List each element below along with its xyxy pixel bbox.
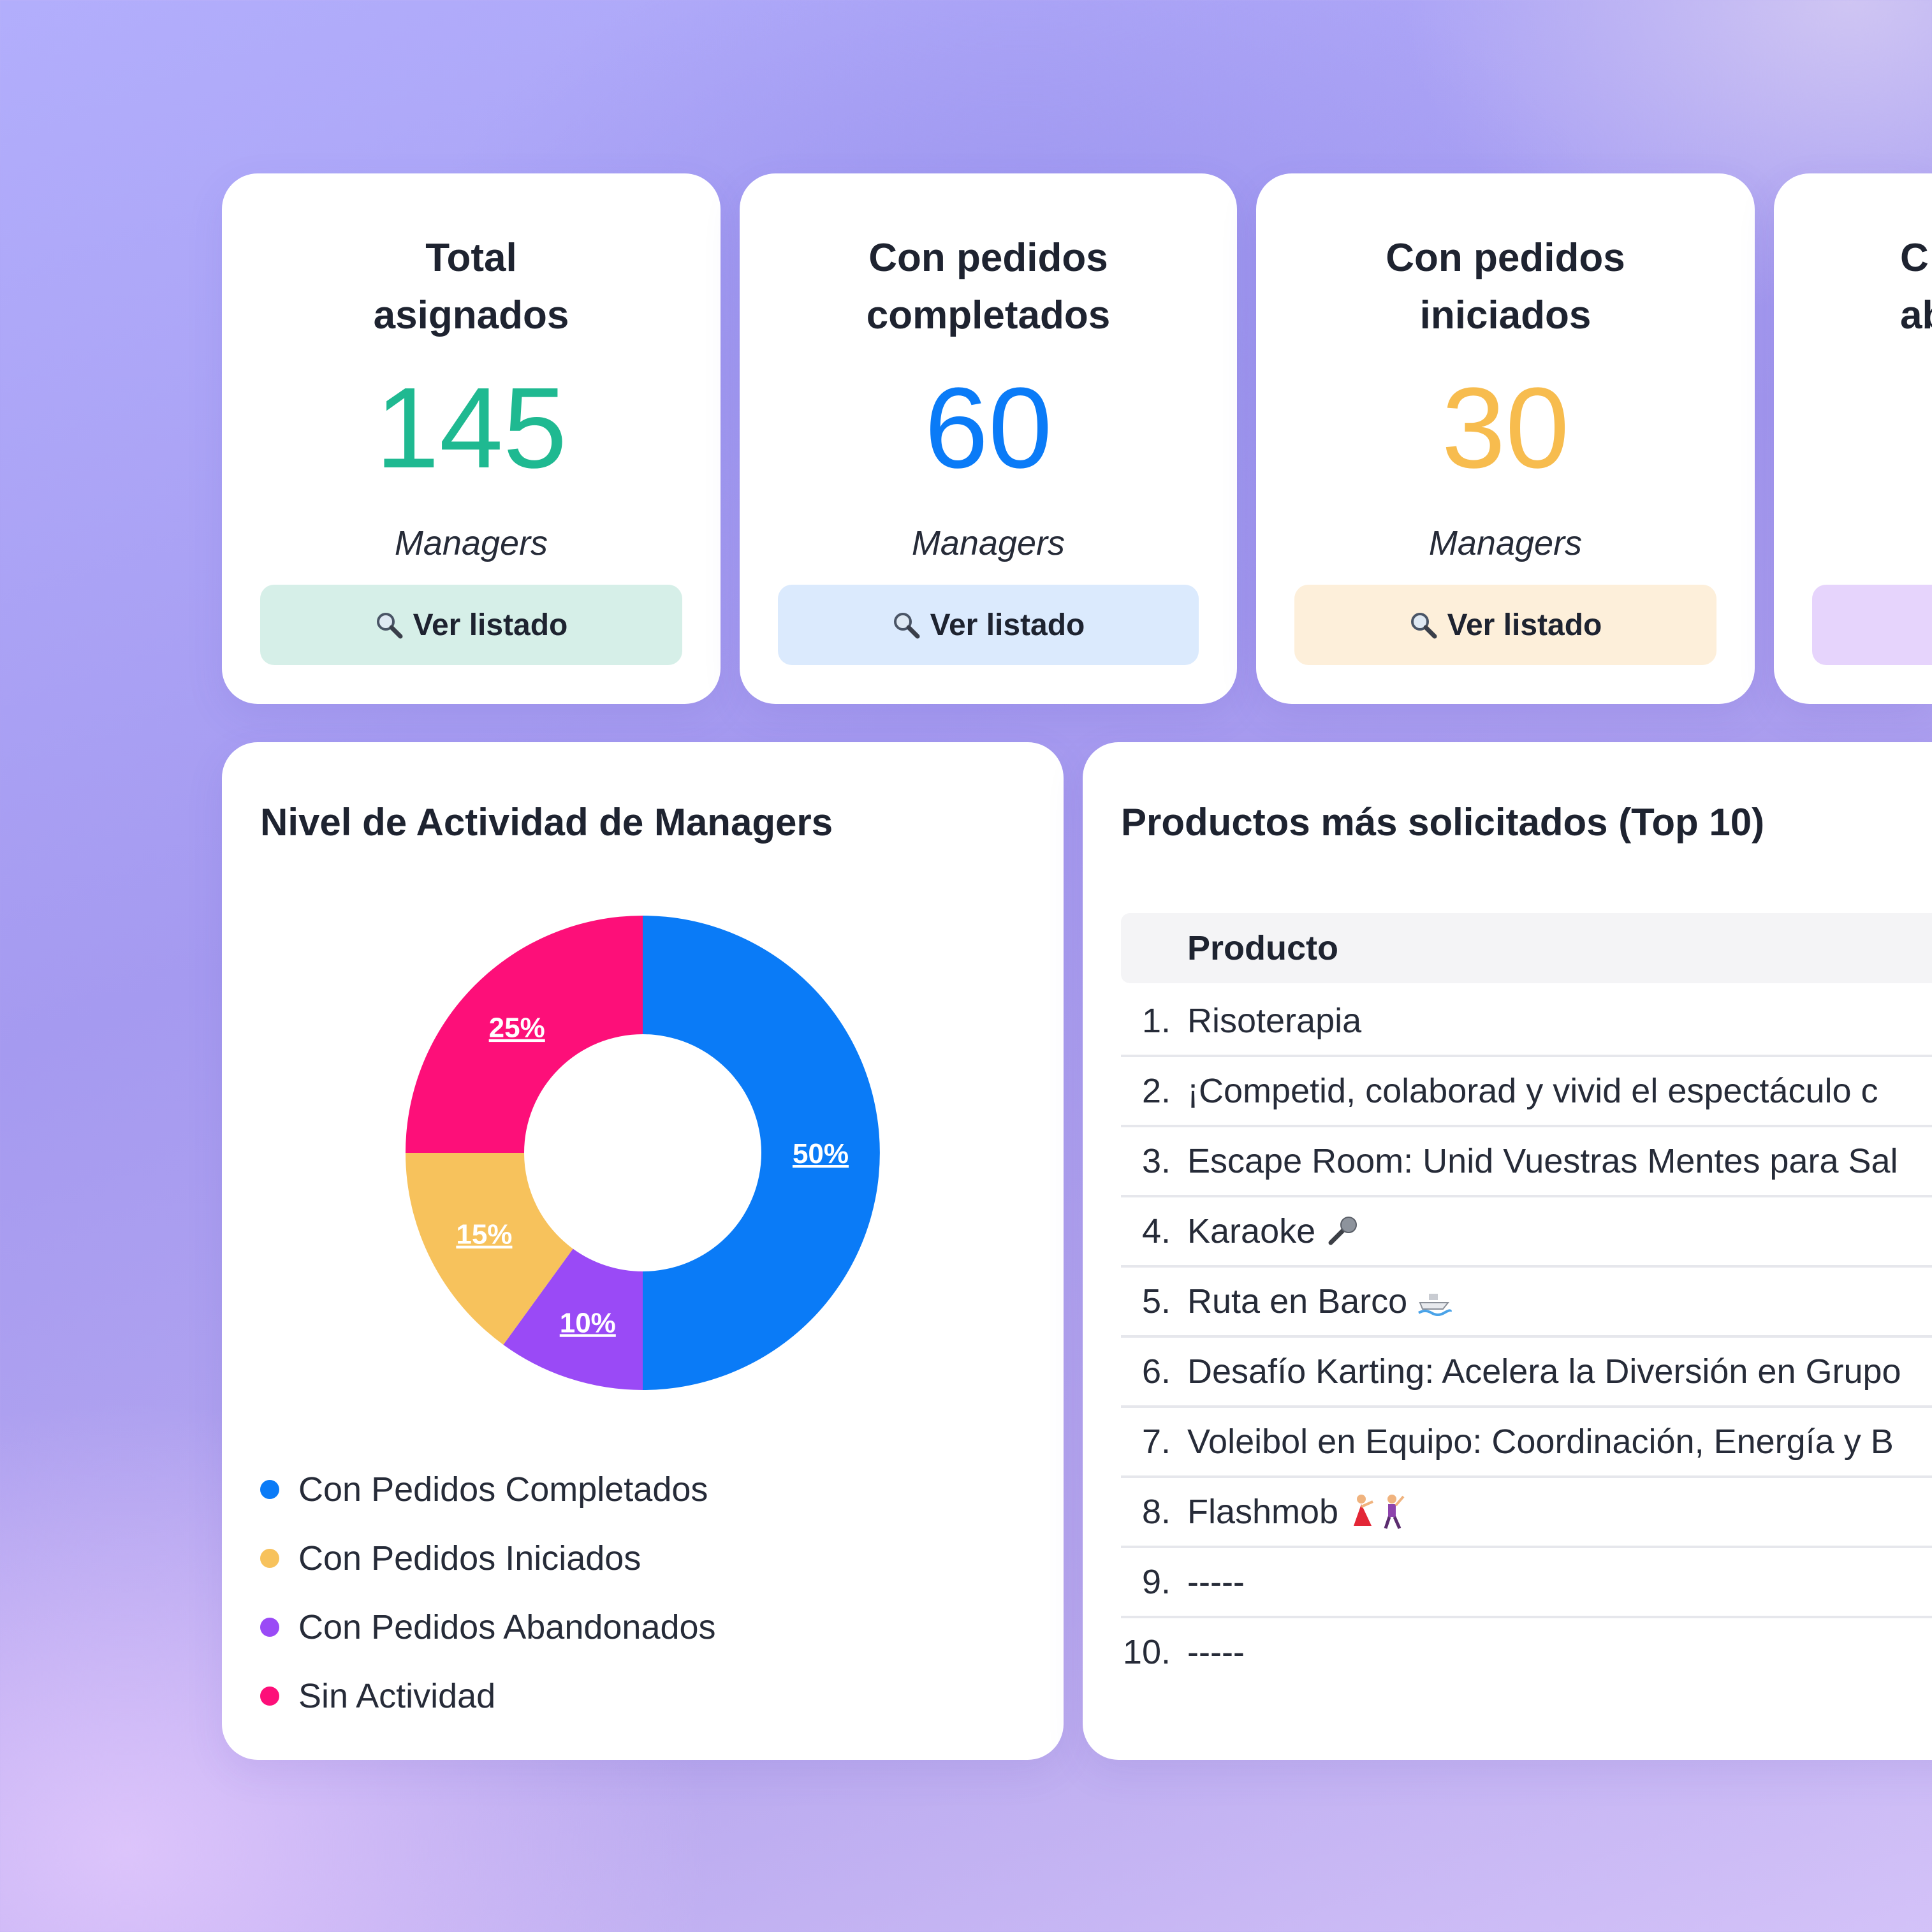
- donut-slice-sin-actividad[interactable]: [406, 916, 643, 1153]
- table-row[interactable]: 6. Desafío Karting: Acelera la Diversión…: [1121, 1338, 1932, 1408]
- donut-slice-con-pedidos-abandonados[interactable]: [503, 1248, 643, 1390]
- legend-dot: [260, 1549, 279, 1568]
- row-number: 6.: [1141, 1352, 1171, 1391]
- table-row[interactable]: 9. -----: [1121, 1548, 1932, 1618]
- row-product: Desafío Karting: Acelera la Diversión en…: [1187, 1352, 1901, 1391]
- button-label: Ver listado: [930, 608, 1085, 642]
- products-table: Producto 1. Risoterapia 2. ¡Competid, co…: [1121, 913, 1932, 1686]
- stat-title: Con pedidos completados: [866, 236, 1111, 337]
- stat-card-pedidos-completados: Con pedidos completados 60 Managers Ver …: [740, 173, 1237, 704]
- table-row[interactable]: 2. ¡Competid, colaborad y vivid el espec…: [1121, 1057, 1932, 1127]
- legend-label: Sin Actividad: [298, 1677, 496, 1715]
- stat-card-total-asignados: Total asignados 145 Managers Ver listado: [222, 173, 721, 704]
- legend-item-iniciados: Con Pedidos Iniciados: [260, 1524, 716, 1593]
- stat-value: 145: [375, 364, 567, 492]
- activity-panel: [222, 742, 1064, 1760]
- row-number: 10.: [1122, 1633, 1171, 1671]
- row-product: Escape Room: Unid Vuestras Mentes para S…: [1187, 1142, 1898, 1180]
- chart-legend: Con Pedidos Completados Con Pedidos Inic…: [260, 1455, 716, 1731]
- magnifier-icon: [1409, 611, 1437, 639]
- row-number: 5.: [1141, 1282, 1171, 1321]
- microphone-icon: [1324, 1213, 1360, 1249]
- button-label: Ver listado: [1447, 608, 1602, 642]
- row-product: Ruta en Barco: [1187, 1282, 1453, 1321]
- ver-listado-button[interactable]: Ver listado: [778, 585, 1199, 665]
- dancers-icon: [1347, 1493, 1411, 1531]
- row-product: Karaoke: [1187, 1211, 1360, 1251]
- row-product: -----: [1187, 1633, 1245, 1671]
- donut-slice-con-pedidos-iniciados[interactable]: [406, 1153, 573, 1345]
- row-product: -----: [1187, 1563, 1245, 1601]
- row-product: Voleibol en Equipo: Coordinación, Energí…: [1187, 1423, 1894, 1461]
- row-product: Flashmob: [1187, 1492, 1411, 1532]
- row-number: 4.: [1141, 1212, 1171, 1250]
- stat-title: Total asignados: [373, 236, 569, 337]
- donut-value-label: 25%: [489, 1013, 545, 1044]
- table-row[interactable]: 3. Escape Room: Unid Vuestras Mentes par…: [1121, 1127, 1932, 1197]
- button-label: Ver listado: [413, 608, 568, 642]
- activity-donut-chart: 50% 10% 15% 25%: [406, 916, 880, 1390]
- stat-value: 30: [1441, 364, 1570, 492]
- legend-label: Con Pedidos Iniciados: [298, 1539, 641, 1577]
- legend-dot: [260, 1687, 279, 1706]
- table-header: Producto: [1121, 913, 1932, 983]
- panel-title: Productos más solicitados (Top 10): [1121, 801, 1765, 844]
- stat-title: Con pedidos iniciados: [1386, 236, 1625, 337]
- table-row[interactable]: 4. Karaoke: [1121, 1197, 1932, 1268]
- magnifier-icon: [375, 611, 403, 639]
- stat-unit: Managers: [1428, 524, 1583, 562]
- row-number: 2.: [1141, 1072, 1171, 1110]
- stat-card-pedidos-iniciados: Con pedidos iniciados 30 Managers Ver li…: [1256, 173, 1755, 704]
- legend-item-abandonados: Con Pedidos Abandonados: [260, 1593, 716, 1662]
- ver-listado-button[interactable]: [1812, 585, 1932, 665]
- legend-dot: [260, 1480, 279, 1499]
- stat-unit: Managers: [394, 524, 548, 562]
- stat-card-pedidos-abandonados: C ab: [1774, 173, 1932, 704]
- donut-value-label: 10%: [560, 1307, 616, 1338]
- row-number: 7.: [1141, 1423, 1171, 1461]
- table-row[interactable]: 8. Flashmob: [1121, 1478, 1932, 1548]
- stat-unit: Managers: [911, 524, 1065, 562]
- panel-title: Nivel de Actividad de Managers: [260, 801, 833, 844]
- ver-listado-button[interactable]: Ver listado: [1294, 585, 1716, 665]
- legend-label: Con Pedidos Abandonados: [298, 1608, 716, 1646]
- donut-value-label: 50%: [793, 1138, 849, 1169]
- boat-icon: [1416, 1284, 1453, 1319]
- magnifier-icon: [892, 611, 920, 639]
- row-product: Risoterapia: [1187, 1002, 1362, 1040]
- legend-item-completados: Con Pedidos Completados: [260, 1455, 716, 1524]
- table-row[interactable]: 10. -----: [1121, 1618, 1932, 1686]
- table-row[interactable]: 5. Ruta en Barco: [1121, 1268, 1932, 1338]
- stat-title: C ab: [1900, 236, 1932, 337]
- legend-label: Con Pedidos Completados: [298, 1470, 708, 1509]
- table-row[interactable]: 1. Risoterapia: [1121, 987, 1932, 1057]
- donut-value-label: 15%: [456, 1219, 512, 1250]
- row-number: 1.: [1141, 1002, 1171, 1040]
- ver-listado-button[interactable]: Ver listado: [260, 585, 682, 665]
- row-number: 9.: [1141, 1563, 1171, 1601]
- stat-value: 60: [924, 364, 1053, 492]
- legend-item-sin-actividad: Sin Actividad: [260, 1662, 716, 1731]
- row-number: 8.: [1141, 1493, 1171, 1531]
- donut-slice-con-pedidos-completados[interactable]: [643, 916, 880, 1390]
- row-number: 3.: [1141, 1142, 1171, 1180]
- column-header-producto: Producto: [1187, 929, 1338, 967]
- legend-dot: [260, 1618, 279, 1637]
- row-product: ¡Competid, colaborad y vivid el espectác…: [1187, 1072, 1878, 1110]
- table-row[interactable]: 7. Voleibol en Equipo: Coordinación, Ene…: [1121, 1408, 1932, 1478]
- products-panel: [1083, 742, 1932, 1760]
